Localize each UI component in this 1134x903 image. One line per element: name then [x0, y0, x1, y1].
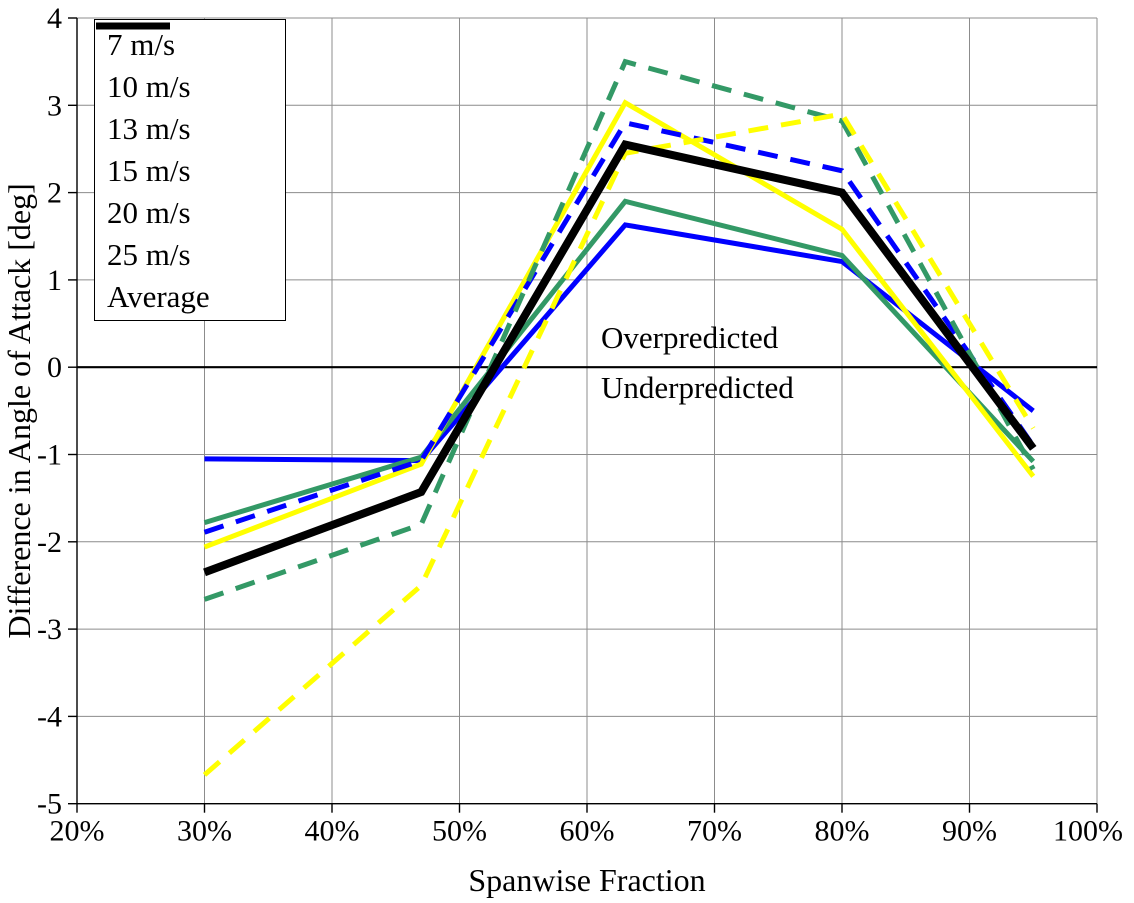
legend-item-average: Average	[95, 22, 285, 317]
legend-item-13-m-s: 13 m/s	[95, 23, 285, 149]
legend-label: 25 m/s	[107, 236, 191, 272]
series-line-25-m-s	[202, 111, 1036, 777]
y-axis-tick-label: 0	[47, 351, 62, 384]
x-axis-tick-label: 90%	[942, 815, 997, 848]
x-axis-title: Spanwise Fraction	[468, 862, 705, 898]
annotation-overpredicted: Overpredicted	[601, 320, 779, 355]
x-axis-tick-label: 50%	[432, 815, 487, 848]
y-axis-tick-label: -4	[37, 700, 62, 733]
x-axis-tick-label: 30%	[177, 815, 232, 848]
y-axis-tick-label: -3	[37, 613, 62, 646]
series-line-10-m-s	[203, 198, 1036, 525]
legend-label: 7 m/s	[107, 26, 176, 62]
y-axis-tick-label: 1	[47, 264, 62, 297]
y-axis-tick-label: 3	[47, 89, 62, 122]
x-axis-tick-label: 20%	[50, 815, 105, 848]
legend-label: 13 m/s	[107, 110, 191, 146]
series-line-average	[203, 140, 1037, 577]
legend-line-swatch	[96, 22, 170, 30]
y-axis-tick-label: -1	[37, 439, 62, 472]
chart-legend: 7 m/s 10 m/s 13 m/s 15 m/s 20 m/s 25 m/s Avera…	[94, 19, 286, 321]
series-line-20-m-s	[203, 58, 1036, 602]
x-axis-tick-label: 60%	[560, 815, 615, 848]
legend-label: Average	[107, 278, 210, 314]
y-axis-tick-label: -5	[37, 788, 62, 821]
legend-item-10-m-s: 10 m/s	[95, 23, 285, 107]
series-line-13-m-s	[203, 99, 1036, 550]
x-axis-tick-label: 80%	[815, 815, 870, 848]
y-axis-tick-label: -2	[37, 526, 62, 559]
y-axis-tick-label: 4	[47, 2, 62, 35]
legend-item-20-m-s: 20 m/s	[95, 23, 285, 233]
legend-label: 10 m/s	[107, 68, 191, 104]
x-axis-tick-label: 40%	[305, 815, 360, 848]
y-axis-tick-label: 2	[47, 177, 62, 210]
legend-item-25-m-s: 25 m/s	[95, 23, 285, 275]
legend-item-15-m-s: 15 m/s	[95, 23, 285, 191]
annotation-underpredicted: Underpredicted	[601, 370, 794, 405]
legend-label: 15 m/s	[107, 152, 191, 188]
y-axis-title: Difference in Angle of Attack [deg]	[1, 183, 37, 638]
x-axis-tick-label: 70%	[687, 815, 742, 848]
x-axis-tick-label: 100%	[1053, 815, 1123, 848]
legend-label: 20 m/s	[107, 194, 191, 230]
